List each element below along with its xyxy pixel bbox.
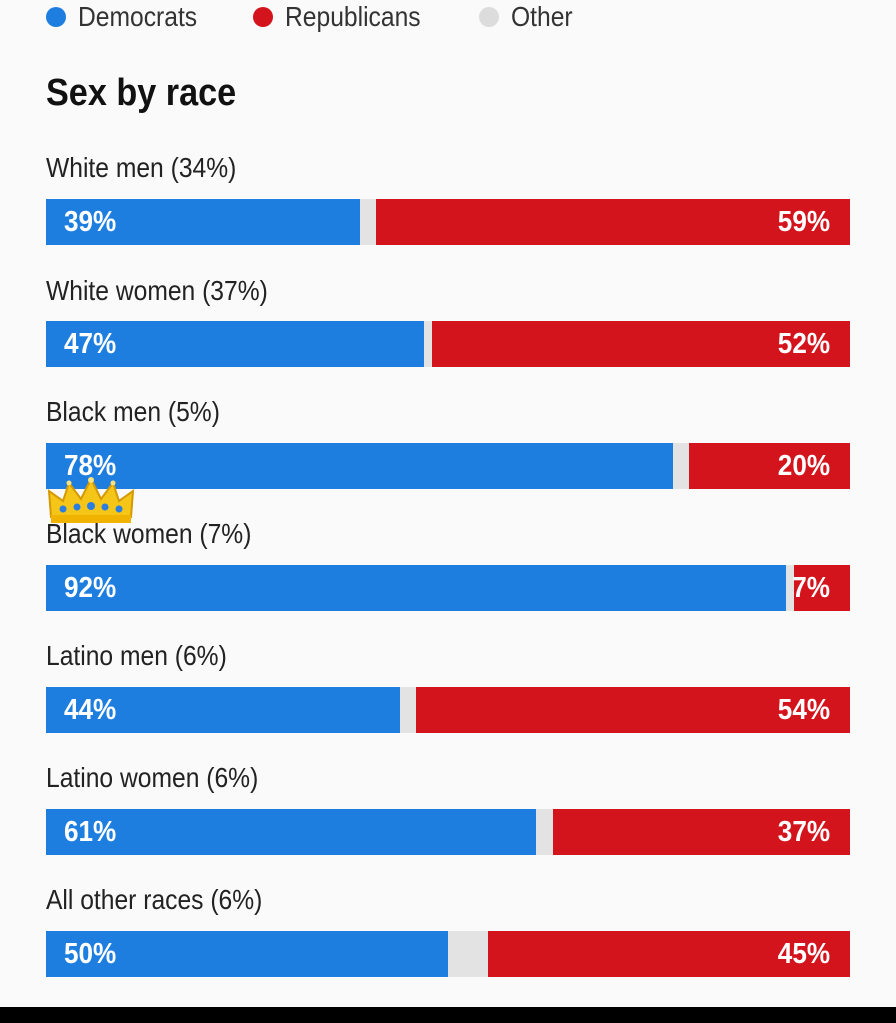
legend-label-democrats: Democrats bbox=[78, 1, 198, 32]
category-label: All other races (6%) bbox=[46, 884, 263, 915]
bar-republicans bbox=[415, 687, 850, 733]
bar-democrats bbox=[46, 565, 786, 611]
category-label: Latino women (6%) bbox=[46, 762, 259, 793]
bar-republicans bbox=[375, 199, 850, 245]
bar-republicans bbox=[793, 565, 850, 611]
data-label-republicans: 20% bbox=[777, 450, 830, 482]
bar-democrats bbox=[46, 809, 537, 855]
bar-democrats bbox=[46, 687, 400, 733]
chart-title: Sex by race bbox=[46, 72, 237, 114]
bar-republicans bbox=[488, 931, 850, 977]
legend-item-other: Other bbox=[479, 1, 581, 33]
data-label-republicans: 59% bbox=[777, 206, 830, 238]
category-label: White women (37%) bbox=[46, 275, 268, 306]
category-label: Black women (7%) bbox=[46, 518, 252, 549]
data-label-democrats: 47% bbox=[64, 328, 117, 360]
data-label-republicans: 37% bbox=[777, 816, 830, 848]
bar-row: 50% 45% bbox=[46, 931, 850, 977]
bar-republicans bbox=[689, 443, 850, 489]
crown-emoji-icon bbox=[47, 477, 135, 523]
data-label-democrats: 39% bbox=[64, 206, 117, 238]
category-label: Latino men (6%) bbox=[46, 640, 227, 671]
data-label-republicans: 45% bbox=[777, 938, 830, 970]
data-label-republicans: 7% bbox=[792, 572, 830, 604]
republicans-dot-icon bbox=[253, 7, 274, 27]
bar-row: 39% 59% bbox=[46, 199, 850, 245]
category-label: Black men (5%) bbox=[46, 396, 220, 427]
bar-democrats bbox=[46, 931, 448, 977]
category-label: White men (34%) bbox=[46, 152, 237, 183]
legend-label-republicans: Republicans bbox=[285, 1, 421, 32]
data-label-democrats: 61% bbox=[64, 816, 117, 848]
bar-row: 78% 20% bbox=[46, 443, 850, 489]
legend-item-democrats: Democrats bbox=[46, 1, 213, 33]
data-label-democrats: 44% bbox=[64, 694, 117, 726]
data-label-republicans: 54% bbox=[777, 694, 830, 726]
bar-row: 47% 52% bbox=[46, 321, 850, 367]
other-dot-icon bbox=[479, 7, 500, 27]
bar-row: 61% 37% bbox=[46, 809, 850, 855]
bar-republicans bbox=[431, 321, 850, 367]
bar-row: 44% 54% bbox=[46, 687, 850, 733]
legend-item-republicans: Republicans bbox=[253, 1, 439, 33]
data-label-democrats: 78% bbox=[64, 450, 117, 482]
data-label-republicans: 52% bbox=[777, 328, 830, 360]
bar-democrats bbox=[46, 199, 360, 245]
bar-democrats bbox=[46, 321, 424, 367]
chart-legend: Democrats Republicans Other bbox=[46, 0, 622, 34]
democrats-dot-icon bbox=[46, 7, 66, 27]
data-label-democrats: 92% bbox=[64, 572, 117, 604]
bar-row: 92% 7% bbox=[46, 565, 850, 611]
bottom-bar bbox=[0, 1007, 896, 1023]
data-label-democrats: 50% bbox=[64, 938, 117, 970]
bar-republicans bbox=[552, 809, 850, 855]
bar-democrats bbox=[46, 443, 674, 489]
legend-label-other: Other bbox=[511, 1, 574, 32]
